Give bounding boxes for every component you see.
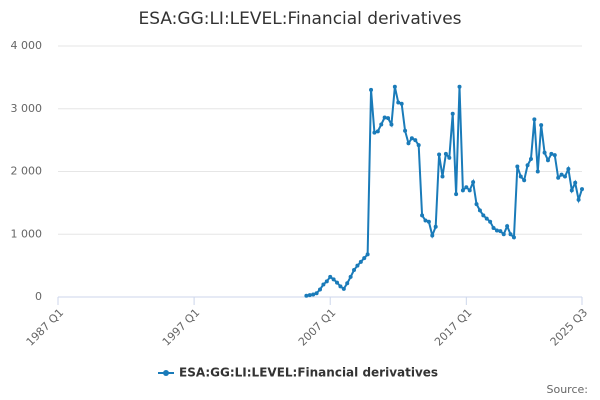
- x-tick-label: 2025 Q3: [548, 306, 591, 349]
- point: [488, 219, 493, 224]
- point: [505, 224, 510, 229]
- point: [447, 155, 452, 160]
- point: [392, 84, 397, 89]
- point: [416, 143, 421, 148]
- point: [430, 233, 435, 238]
- point: [362, 256, 367, 261]
- point: [406, 141, 411, 146]
- point: [321, 282, 326, 287]
- point: [304, 293, 309, 298]
- point: [311, 292, 316, 297]
- point: [501, 232, 506, 237]
- point: [341, 286, 346, 291]
- point: [576, 197, 581, 202]
- point: [318, 287, 322, 292]
- x-tick-label: 2017 Q1: [432, 306, 475, 349]
- point: [352, 268, 357, 273]
- point: [471, 180, 476, 185]
- point: [409, 136, 414, 141]
- point: [386, 116, 391, 121]
- point: [314, 291, 319, 296]
- legend-label: ESA:GG:LI:LEVEL:Financial derivatives: [179, 366, 438, 380]
- point: [535, 169, 540, 174]
- point: [355, 263, 360, 268]
- point: [457, 84, 462, 89]
- point: [440, 174, 445, 179]
- point: [498, 229, 503, 234]
- point: [481, 213, 486, 218]
- point: [396, 100, 401, 105]
- point: [426, 219, 431, 224]
- point: [515, 164, 520, 169]
- point: [403, 128, 408, 133]
- point: [437, 152, 442, 157]
- point: [345, 281, 350, 286]
- point: [508, 232, 513, 237]
- point: [562, 174, 567, 179]
- point: [484, 216, 489, 221]
- point: [545, 158, 550, 163]
- point: [522, 178, 527, 183]
- y-tick-label: 1 000: [11, 227, 43, 240]
- point: [474, 202, 479, 207]
- point: [467, 188, 472, 193]
- point: [460, 188, 465, 193]
- point: [365, 252, 370, 257]
- point: [338, 284, 343, 289]
- point: [331, 277, 336, 282]
- point: [518, 174, 523, 179]
- point: [464, 185, 469, 190]
- y-tick-label: 0: [35, 290, 42, 303]
- x-tick-label: 1987 Q1: [24, 306, 67, 349]
- x-tick-label: 1997 Q1: [160, 306, 203, 349]
- point: [379, 122, 384, 127]
- point: [420, 213, 425, 218]
- point: [552, 153, 557, 158]
- point: [372, 130, 377, 135]
- point: [443, 151, 448, 156]
- point: [569, 188, 574, 193]
- point: [328, 274, 333, 279]
- legend-marker: [163, 370, 169, 376]
- point: [539, 123, 544, 128]
- point: [324, 279, 329, 284]
- point: [491, 225, 496, 230]
- point: [532, 117, 537, 122]
- point: [542, 150, 547, 155]
- point: [580, 187, 584, 192]
- point: [307, 293, 312, 298]
- point: [566, 166, 571, 171]
- series-line: [306, 86, 583, 297]
- point: [511, 235, 516, 240]
- point: [389, 122, 394, 127]
- y-tick-label: 3 000: [11, 102, 43, 115]
- point: [573, 180, 578, 185]
- point: [358, 259, 363, 264]
- point: [369, 87, 374, 92]
- point: [433, 224, 438, 229]
- point: [454, 192, 459, 197]
- point: [549, 151, 554, 156]
- point: [477, 208, 482, 213]
- y-tick-label: 4 000: [11, 39, 43, 52]
- point: [335, 280, 340, 285]
- point: [375, 129, 380, 134]
- source: Source:: [547, 383, 589, 396]
- point: [556, 175, 561, 180]
- point: [382, 115, 387, 120]
- point: [399, 101, 404, 106]
- point: [528, 156, 533, 161]
- point: [494, 228, 499, 233]
- point: [348, 274, 353, 279]
- y-tick-label: 2 000: [11, 165, 43, 178]
- point: [413, 138, 418, 143]
- point: [450, 111, 455, 116]
- x-tick-label: 2007 Q1: [296, 306, 339, 349]
- chart-title: ESA:GG:LI:LEVEL:Financial derivatives: [138, 9, 461, 29]
- point: [525, 163, 530, 168]
- point: [423, 218, 428, 223]
- point: [559, 172, 564, 177]
